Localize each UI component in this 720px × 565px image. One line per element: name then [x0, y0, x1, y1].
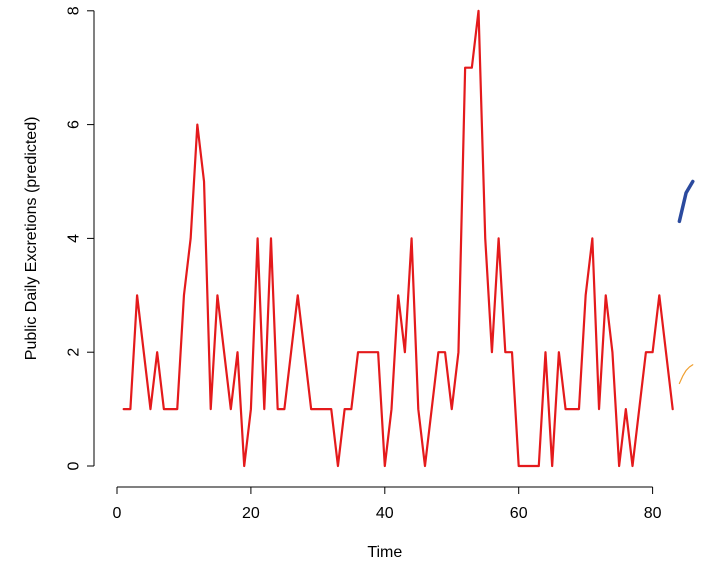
x-tick-label: 20: [242, 505, 260, 522]
x-axis-title: Time: [367, 544, 402, 561]
series-line-3: [678, 364, 694, 385]
y-axis-title: Public Daily Excretions (predicted): [23, 117, 40, 361]
y-tick-label: 2: [66, 348, 83, 357]
series-line-1: [122, 9, 674, 468]
y-tick-label: 6: [66, 120, 83, 129]
y-tick-label: 8: [66, 6, 83, 15]
x-tick-label: 60: [510, 505, 528, 522]
y-tick-label: 0: [66, 461, 83, 470]
y-tick-label: 4: [66, 234, 83, 243]
series-line-2: [677, 179, 695, 224]
x-axis: 0 20 40 60 80: [113, 486, 662, 522]
plot-area: [122, 9, 695, 468]
x-tick-label: 0: [113, 505, 122, 522]
x-tick-label: 80: [644, 505, 662, 522]
y-axis: 0 2 4 6 8: [66, 6, 95, 470]
x-tick-label: 40: [376, 505, 394, 522]
